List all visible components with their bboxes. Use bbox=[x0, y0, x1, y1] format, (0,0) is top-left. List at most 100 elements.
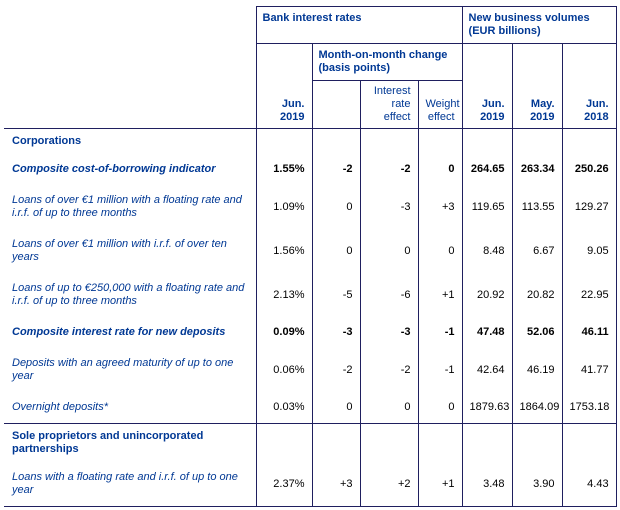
cell-vol-jun-2019: 42.64 bbox=[461, 348, 513, 392]
empty-cell bbox=[511, 128, 563, 154]
cell-interest-rate-effect: +2 bbox=[359, 462, 418, 507]
empty-mom-subheader-cell bbox=[311, 80, 360, 129]
row-label: Loans of over €1 million with a floating… bbox=[12, 194, 242, 219]
section-row-sole-proprietors: Sole proprietors and unincorporated part… bbox=[4, 423, 617, 462]
row-label: Overnight deposits* bbox=[12, 401, 108, 413]
cell-rate: 1.09% bbox=[255, 185, 312, 229]
cell-vol-may-2019: 263.34 bbox=[511, 154, 563, 185]
cell-vol-may-2019: 1864.09 bbox=[511, 392, 563, 424]
cell-vol-may-2019: 52.06 bbox=[511, 317, 563, 348]
cell-vol-jun-2018: 41.77 bbox=[561, 348, 617, 392]
group-header-mom-change: Month-on-month change (basis points) bbox=[311, 43, 463, 81]
col-header-vol-jun-2018: Jun. 2018 bbox=[561, 43, 617, 129]
cell-interest-rate-effect: -6 bbox=[359, 273, 418, 317]
row-label: Loans of over €1 million with i.r.f. of … bbox=[12, 238, 227, 263]
cell-rate: 1.55% bbox=[255, 154, 312, 185]
cell-vol-jun-2018: 46.11 bbox=[561, 317, 617, 348]
row-label: Loans of up to €250,000 with a floating … bbox=[12, 282, 245, 307]
row-label: Deposits with an agreed maturity of up t… bbox=[12, 357, 234, 382]
empty-cell bbox=[511, 423, 563, 462]
empty-cell bbox=[255, 423, 312, 462]
row-label: Loans with a floating rate and i.r.f. of… bbox=[4, 462, 256, 507]
cell-interest-rate-effect: -3 bbox=[359, 185, 418, 229]
cell-vol-jun-2018: 4.43 bbox=[561, 462, 617, 507]
empty-cell bbox=[561, 128, 617, 154]
cell-vol-jun-2019: 47.48 bbox=[461, 317, 513, 348]
cell-mom-change: 0 bbox=[311, 392, 360, 424]
cell-weight-effect: -1 bbox=[417, 317, 463, 348]
empty-cell bbox=[417, 128, 463, 154]
cell-vol-may-2019: 113.55 bbox=[511, 185, 563, 229]
cell-weight-effect: -1 bbox=[417, 348, 463, 392]
table-row: Loans of over €1 million with i.r.f. of … bbox=[4, 229, 617, 273]
table-row: Loans of up to €250,000 with a floating … bbox=[4, 273, 617, 317]
cell-weight-effect: 0 bbox=[417, 229, 463, 273]
col-header-weight-effect: Weight effect bbox=[417, 80, 463, 129]
cell-interest-rate-effect: 0 bbox=[359, 392, 418, 424]
cell-interest-rate-effect: -2 bbox=[359, 348, 418, 392]
cell-vol-jun-2019: 264.65 bbox=[461, 154, 513, 185]
cell-rate: 0.03% bbox=[255, 392, 312, 424]
table-row: Deposits with an agreed maturity of up t… bbox=[4, 348, 617, 392]
section-label: Sole proprietors and unincorporated part… bbox=[4, 423, 256, 462]
col-header-interest-rate-effect: Interest rate effect bbox=[359, 80, 418, 129]
cell-mom-change: +3 bbox=[311, 462, 360, 507]
col-header-vol-jun-2019: Jun. 2019 bbox=[461, 43, 513, 129]
cell-rate: 0.06% bbox=[255, 348, 312, 392]
empty-cell bbox=[561, 423, 617, 462]
cell-weight-effect: 0 bbox=[417, 392, 463, 424]
corner-cell bbox=[4, 6, 256, 129]
cell-vol-jun-2019: 8.48 bbox=[461, 229, 513, 273]
cell-rate: 0.09% bbox=[255, 317, 312, 348]
cell-mom-change: -5 bbox=[311, 273, 360, 317]
cell-vol-jun-2019: 1879.63 bbox=[461, 392, 513, 424]
cell-vol-may-2019: 3.90 bbox=[511, 462, 563, 507]
cell-mom-change: -3 bbox=[311, 317, 360, 348]
section-label: Corporations bbox=[12, 135, 82, 147]
table-row: Loans of over €1 million with a floating… bbox=[4, 185, 617, 229]
section-row-corporations: Corporations bbox=[4, 128, 617, 154]
cell-mom-change: 0 bbox=[311, 229, 360, 273]
cell-interest-rate-effect: -2 bbox=[359, 154, 418, 185]
empty-cell bbox=[359, 423, 418, 462]
cell-weight-effect: +1 bbox=[417, 273, 463, 317]
cell-mom-change: -2 bbox=[311, 154, 360, 185]
cell-vol-may-2019: 20.82 bbox=[511, 273, 563, 317]
col-header-rate-jun-2019: Jun. 2019 bbox=[255, 43, 312, 129]
empty-cell bbox=[311, 423, 360, 462]
cell-vol-jun-2018: 129.27 bbox=[561, 185, 617, 229]
cell-vol-jun-2018: 22.95 bbox=[561, 273, 617, 317]
cell-rate: 1.56% bbox=[255, 229, 312, 273]
group-header-bank-interest-rates: Bank interest rates bbox=[255, 6, 463, 44]
empty-cell bbox=[255, 128, 312, 154]
row-label: Composite interest rate for new deposits bbox=[12, 326, 226, 338]
cell-interest-rate-effect: 0 bbox=[359, 229, 418, 273]
empty-cell bbox=[311, 128, 360, 154]
row-label: Composite cost-of-borrowing indicator bbox=[12, 163, 216, 175]
interest-rates-table: Bank interest rates New business volumes… bbox=[4, 6, 617, 507]
table-row: Loans with a floating rate and i.r.f. of… bbox=[4, 462, 617, 507]
cell-vol-jun-2019: 3.48 bbox=[461, 462, 513, 507]
header-row-effects: Interest rate effect Weight effect bbox=[4, 80, 616, 129]
cell-vol-jun-2019: 119.65 bbox=[461, 185, 513, 229]
cell-weight-effect: 0 bbox=[417, 154, 463, 185]
cell-mom-change: -2 bbox=[311, 348, 360, 392]
cell-rate: 2.13% bbox=[255, 273, 312, 317]
cell-rate: 2.37% bbox=[255, 462, 312, 507]
cell-vol-jun-2018: 9.05 bbox=[561, 229, 617, 273]
table-row: Composite cost-of-borrowing indicator 1.… bbox=[4, 154, 617, 185]
cell-vol-may-2019: 46.19 bbox=[511, 348, 563, 392]
cell-weight-effect: +3 bbox=[417, 185, 463, 229]
empty-cell bbox=[461, 128, 513, 154]
table-row: Overnight deposits* 0.03% 0 0 0 1879.63 … bbox=[4, 392, 617, 424]
empty-cell bbox=[461, 423, 513, 462]
header-row-groups: Bank interest rates New business volumes… bbox=[4, 6, 617, 129]
cell-vol-may-2019: 6.67 bbox=[511, 229, 563, 273]
table-row: Composite interest rate for new deposits… bbox=[4, 317, 617, 348]
col-header-vol-may-2019: May. 2019 bbox=[511, 43, 563, 129]
cell-vol-jun-2018: 1753.18 bbox=[561, 392, 617, 424]
empty-cell bbox=[417, 423, 463, 462]
cell-vol-jun-2018: 250.26 bbox=[561, 154, 617, 185]
cell-mom-change: 0 bbox=[311, 185, 360, 229]
